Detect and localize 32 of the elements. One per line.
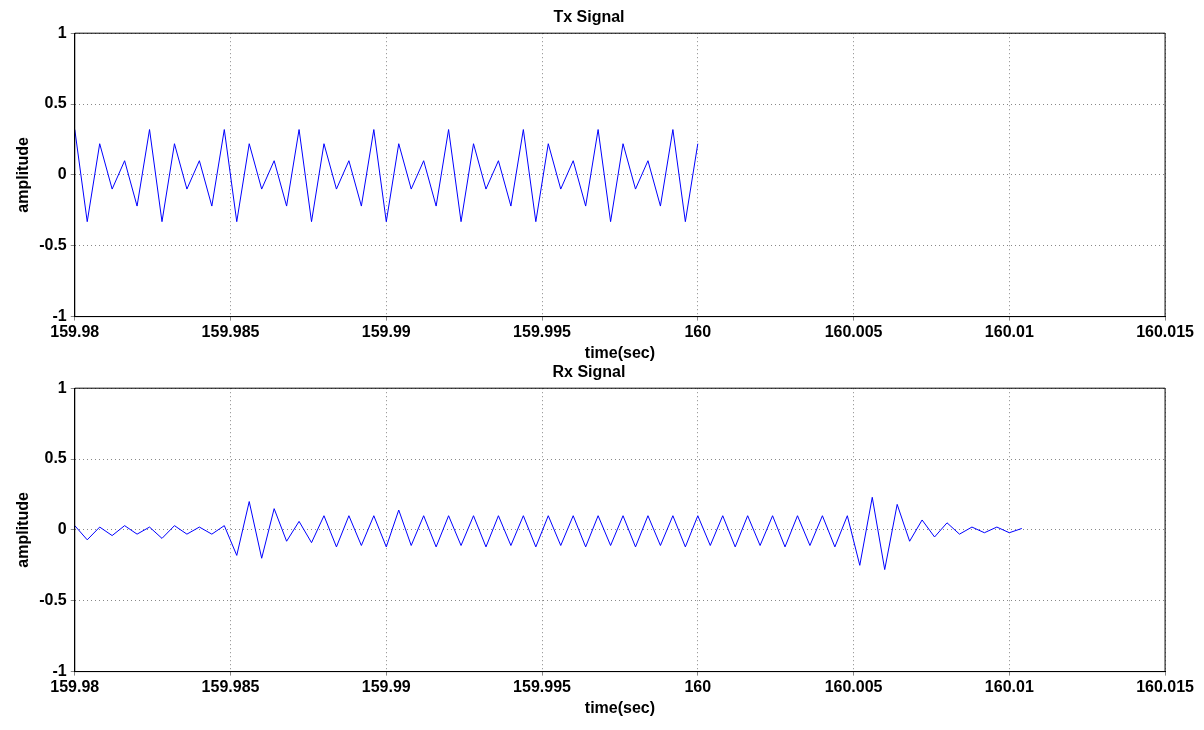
- y-tick-label: 1: [57, 378, 67, 396]
- x-tick-label: 160.015: [1136, 322, 1195, 340]
- x-tick-label: 160.01: [984, 322, 1034, 340]
- x-tick-label: 159.98: [50, 677, 100, 695]
- x-tick-label: 159.985: [201, 677, 260, 695]
- y-tick-label: -1: [52, 662, 67, 680]
- y-tick-label: -0.5: [39, 591, 67, 609]
- x-tick-label: 159.995: [513, 677, 572, 695]
- y-tick-label: 0: [57, 165, 67, 183]
- y-axis-title: amplitude: [14, 492, 32, 568]
- x-tick-label: 159.99: [361, 322, 411, 340]
- x-tick-label: 160: [684, 322, 712, 340]
- y-tick-label: 1: [57, 23, 67, 41]
- x-tick-label: 159.99: [361, 677, 411, 695]
- x-tick-label: 160.01: [984, 677, 1034, 695]
- x-tick-label: 159.985: [201, 322, 260, 340]
- x-tick-label: 160.015: [1136, 677, 1195, 695]
- x-tick-label: 160: [684, 677, 712, 695]
- y-tick-label: 0.5: [44, 94, 67, 112]
- x-axis-title: time(sec): [584, 343, 656, 361]
- chart-title: Rx Signal: [552, 363, 626, 381]
- y-axis-title: amplitude: [14, 137, 32, 213]
- y-tick-label: 0: [57, 520, 67, 538]
- x-tick-label: 160.005: [824, 677, 883, 695]
- x-tick-label: 160.005: [824, 322, 883, 340]
- x-axis-title: time(sec): [584, 698, 656, 716]
- x-tick-label: 159.98: [50, 322, 100, 340]
- y-tick-label: -1: [52, 307, 67, 325]
- x-tick-label: 159.995: [513, 322, 572, 340]
- chart-title: Tx Signal: [553, 8, 625, 26]
- y-tick-label: 0.5: [44, 449, 67, 467]
- y-tick-label: -0.5: [39, 236, 67, 254]
